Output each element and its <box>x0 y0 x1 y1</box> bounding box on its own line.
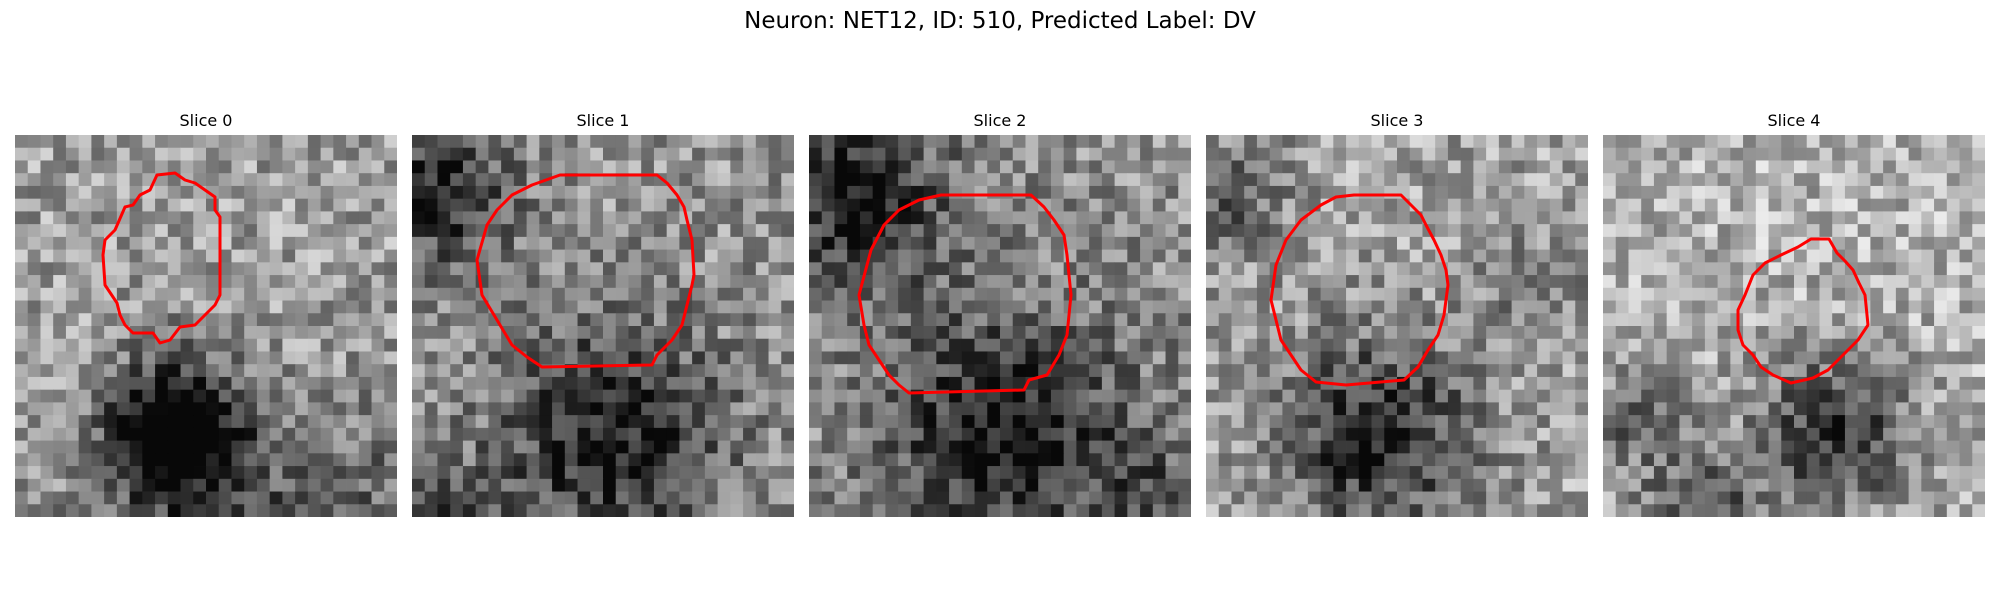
roi-contour <box>101 171 222 345</box>
slice-panel-4: Slice 4 <box>1603 111 1985 517</box>
slice-image <box>1603 135 1985 517</box>
slice-panel-1: Slice 1 <box>412 111 794 517</box>
slice-title: Slice 3 <box>1370 111 1424 130</box>
slice-panel-2: Slice 2 <box>809 111 1191 517</box>
roi-contour <box>1736 237 1870 385</box>
slice-panel-3: Slice 3 <box>1206 111 1588 517</box>
slice-title: Slice 0 <box>179 111 233 130</box>
roi-contour <box>475 173 696 369</box>
slice-image <box>1206 135 1588 517</box>
slice-panel-0: Slice 0 <box>15 111 397 517</box>
slice-title: Slice 4 <box>1767 111 1821 130</box>
figure-title: Neuron: NET12, ID: 510, Predicted Label:… <box>744 8 1256 34</box>
slice-image <box>809 135 1191 517</box>
slice-image <box>412 135 794 517</box>
slice-title: Slice 1 <box>576 111 630 130</box>
roi-contour <box>1269 193 1450 387</box>
slice-image <box>15 135 397 517</box>
slice-title: Slice 2 <box>973 111 1027 130</box>
roi-contour <box>857 193 1073 395</box>
